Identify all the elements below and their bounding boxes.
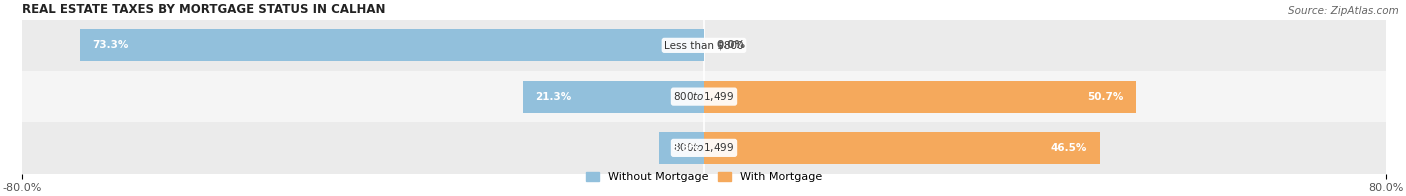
Bar <box>704 81 1136 113</box>
Bar <box>22 122 1385 173</box>
Text: 21.3%: 21.3% <box>536 92 572 102</box>
Text: REAL ESTATE TAXES BY MORTGAGE STATUS IN CALHAN: REAL ESTATE TAXES BY MORTGAGE STATUS IN … <box>22 3 387 16</box>
Text: 5.3%: 5.3% <box>672 143 700 153</box>
Text: $800 to $1,499: $800 to $1,499 <box>673 90 734 103</box>
Text: 73.3%: 73.3% <box>93 40 129 50</box>
Bar <box>704 132 1099 164</box>
Text: $800 to $1,499: $800 to $1,499 <box>673 141 734 154</box>
Text: Less than $800: Less than $800 <box>664 40 744 50</box>
Text: Source: ZipAtlas.com: Source: ZipAtlas.com <box>1288 6 1399 16</box>
Legend: Without Mortgage, With Mortgage: Without Mortgage, With Mortgage <box>582 167 827 186</box>
Text: 46.5%: 46.5% <box>1052 143 1087 153</box>
Text: 50.7%: 50.7% <box>1087 92 1123 102</box>
Bar <box>80 29 704 61</box>
Text: 0.0%: 0.0% <box>717 40 745 50</box>
Bar <box>22 20 1385 71</box>
Bar <box>659 132 704 164</box>
Bar <box>22 71 1385 122</box>
Bar <box>523 81 704 113</box>
